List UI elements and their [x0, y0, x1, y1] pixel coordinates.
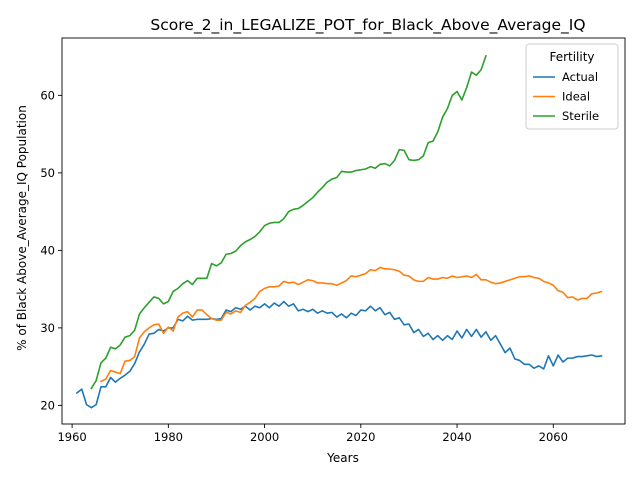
- legend: Fertility Actual Ideal Sterile: [525, 43, 619, 130]
- x-tick-label: 2000: [250, 430, 279, 444]
- y-tick-label: 60: [40, 88, 55, 102]
- plot-area: [75, 54, 603, 409]
- x-tick-label: 1960: [57, 430, 86, 444]
- y-tick-label: 30: [40, 321, 55, 335]
- legend-box: [525, 43, 619, 130]
- legend-label-ideal: Ideal: [562, 90, 590, 104]
- x-tick-label: 2060: [539, 430, 568, 444]
- legend-label-sterile: Sterile: [562, 109, 599, 123]
- axes-frame: [61, 37, 626, 425]
- y-axis-label: % of Black Above_Average_IQ Population: [15, 105, 29, 351]
- legend-title: Fertility: [549, 50, 594, 64]
- x-tick-label: 1980: [154, 430, 183, 444]
- series-line-sterile: [90, 54, 487, 390]
- x-axis-label: Years: [326, 451, 359, 465]
- series-line-actual: [75, 300, 603, 409]
- series-line-ideal: [99, 266, 603, 383]
- axes: 1960 1980 2000 2020 2040 2060 20 30 40 50 60: [40, 37, 626, 444]
- y-tick-label: 20: [40, 398, 55, 412]
- x-tick-label: 2020: [346, 430, 375, 444]
- y-tick-label: 50: [40, 166, 55, 180]
- legend-label-actual: Actual: [562, 70, 598, 84]
- y-tick-label: 40: [40, 243, 55, 257]
- x-tick-label: 2040: [442, 430, 471, 444]
- chart-title: Score_2_in_LEGALIZE_POT_for_Black_Above_…: [150, 16, 585, 35]
